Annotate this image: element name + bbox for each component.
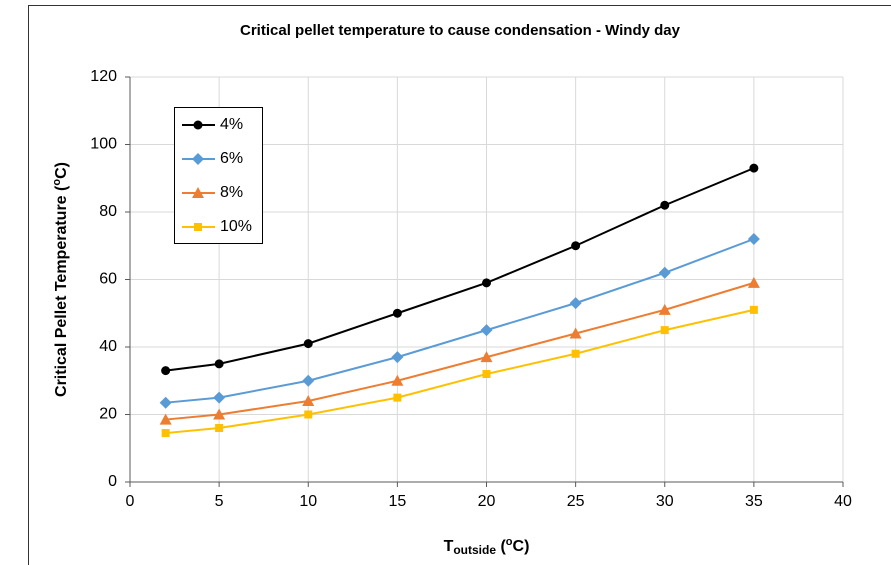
series-line (165, 238, 755, 404)
x-tick-label: 5 (215, 493, 224, 510)
x-tick-label: 30 (656, 493, 674, 510)
marker (660, 200, 670, 210)
marker (749, 163, 759, 173)
legend-box (174, 107, 263, 244)
marker (480, 351, 493, 363)
marker (302, 395, 315, 406)
y-tick-label: 40 (99, 338, 117, 355)
marker (747, 233, 760, 245)
legend-label: 8% (220, 184, 243, 201)
y-axis-label-part: Critical Pellet Temperature ( (53, 185, 70, 397)
marker (304, 410, 313, 419)
marker (391, 374, 404, 386)
marker (393, 393, 402, 402)
x-axis-label-part: T (444, 538, 454, 555)
marker (747, 276, 760, 288)
x-axis-label-part: C) (513, 538, 530, 555)
y-tick-label: 100 (90, 136, 117, 153)
marker (192, 153, 204, 165)
marker (161, 429, 170, 438)
x-tick-label: 0 (126, 493, 135, 510)
marker (213, 391, 226, 404)
y-tick-label: 60 (99, 271, 117, 288)
x-tick-label: 20 (478, 493, 496, 510)
marker (480, 324, 493, 337)
marker (193, 120, 203, 130)
marker (571, 349, 580, 358)
x-axis-label-part: ( (496, 538, 506, 555)
marker (214, 359, 224, 369)
marker (660, 326, 669, 335)
x-axis-label: Toutside (oC) (444, 536, 530, 557)
marker (569, 297, 582, 310)
x-axis-label-part: o (506, 536, 513, 548)
marker (303, 339, 313, 349)
y-axis-label-part: o (51, 179, 63, 186)
x-tick-label: 35 (745, 493, 763, 510)
legend-label: 6% (220, 150, 243, 167)
marker (159, 396, 172, 409)
marker (658, 303, 671, 315)
chart-title: Critical pellet temperature to cause con… (240, 22, 681, 39)
marker (215, 424, 224, 432)
y-axis-label-part: C) (53, 162, 70, 179)
marker (749, 305, 758, 314)
y-tick-label: 20 (99, 406, 117, 423)
x-axis-label-part: outside (453, 543, 496, 557)
x-tick-label: 40 (834, 493, 852, 510)
chart-border (28, 5, 891, 565)
marker (391, 351, 404, 364)
legend-label: 10% (220, 218, 252, 235)
legend-label: 4% (220, 116, 243, 133)
marker (213, 408, 226, 420)
marker (302, 374, 315, 387)
x-tick-label: 15 (388, 493, 406, 510)
marker (392, 308, 402, 318)
marker (658, 266, 671, 279)
y-tick-label: 0 (108, 473, 117, 490)
marker (569, 327, 582, 339)
y-tick-label: 120 (90, 68, 117, 85)
series-line (165, 167, 755, 372)
x-tick-label: 25 (567, 493, 585, 510)
marker (159, 413, 172, 425)
marker (482, 278, 491, 288)
y-axis-label: Critical Pellet Temperature (oC) (51, 162, 70, 397)
series-line (165, 281, 755, 421)
marker (192, 187, 204, 198)
marker (571, 241, 581, 251)
series-line (165, 308, 755, 435)
marker (482, 370, 491, 378)
y-tick-label: 80 (99, 203, 117, 220)
marker (161, 366, 171, 376)
marker (194, 223, 202, 231)
x-tick-label: 10 (299, 493, 317, 510)
